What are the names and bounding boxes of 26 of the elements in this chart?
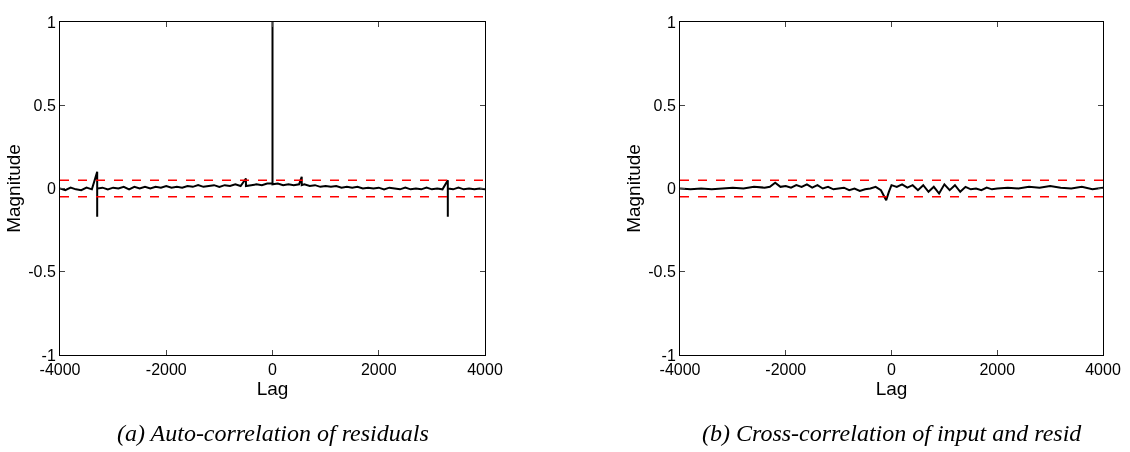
y-tick-label: -0.5 — [648, 263, 676, 281]
x-tick-label: 2000 — [360, 361, 397, 379]
x-tick-label: -4000 — [659, 361, 701, 379]
x-tick-label: -4000 — [39, 361, 81, 379]
y-tick-label: -1 — [661, 346, 676, 364]
text: (a) Auto-correlation of residuals — [117, 420, 429, 446]
y-tick-label: 1 — [46, 13, 56, 31]
y-axis-title: Magnitude — [3, 144, 25, 233]
y-tick-label: 0 — [666, 180, 676, 198]
x-tick-label: 0 — [887, 361, 897, 379]
y-tick-label: 1 — [666, 13, 676, 31]
x-axis-title: Lag — [875, 378, 908, 400]
y-tick-label: -1 — [41, 346, 56, 364]
x-tick-label: 4000 — [1085, 361, 1121, 379]
x-tick-label: 0 — [268, 361, 278, 379]
x-axis-title: Lag — [256, 378, 289, 400]
y-axis-title: Magnitude — [623, 144, 645, 233]
y-tick-label: -0.5 — [28, 263, 56, 281]
x-tick-label: 4000 — [467, 361, 503, 379]
text: (b) Cross-correlation of input and resid — [702, 420, 1083, 446]
y-tick-label: 0.5 — [653, 96, 676, 114]
x-tick-label: -2000 — [145, 361, 187, 379]
x-tick-label: -2000 — [765, 361, 807, 379]
x-tick-label: 2000 — [979, 361, 1016, 379]
y-tick-label: 0.5 — [33, 96, 56, 114]
y-tick-label: 0 — [46, 180, 56, 198]
